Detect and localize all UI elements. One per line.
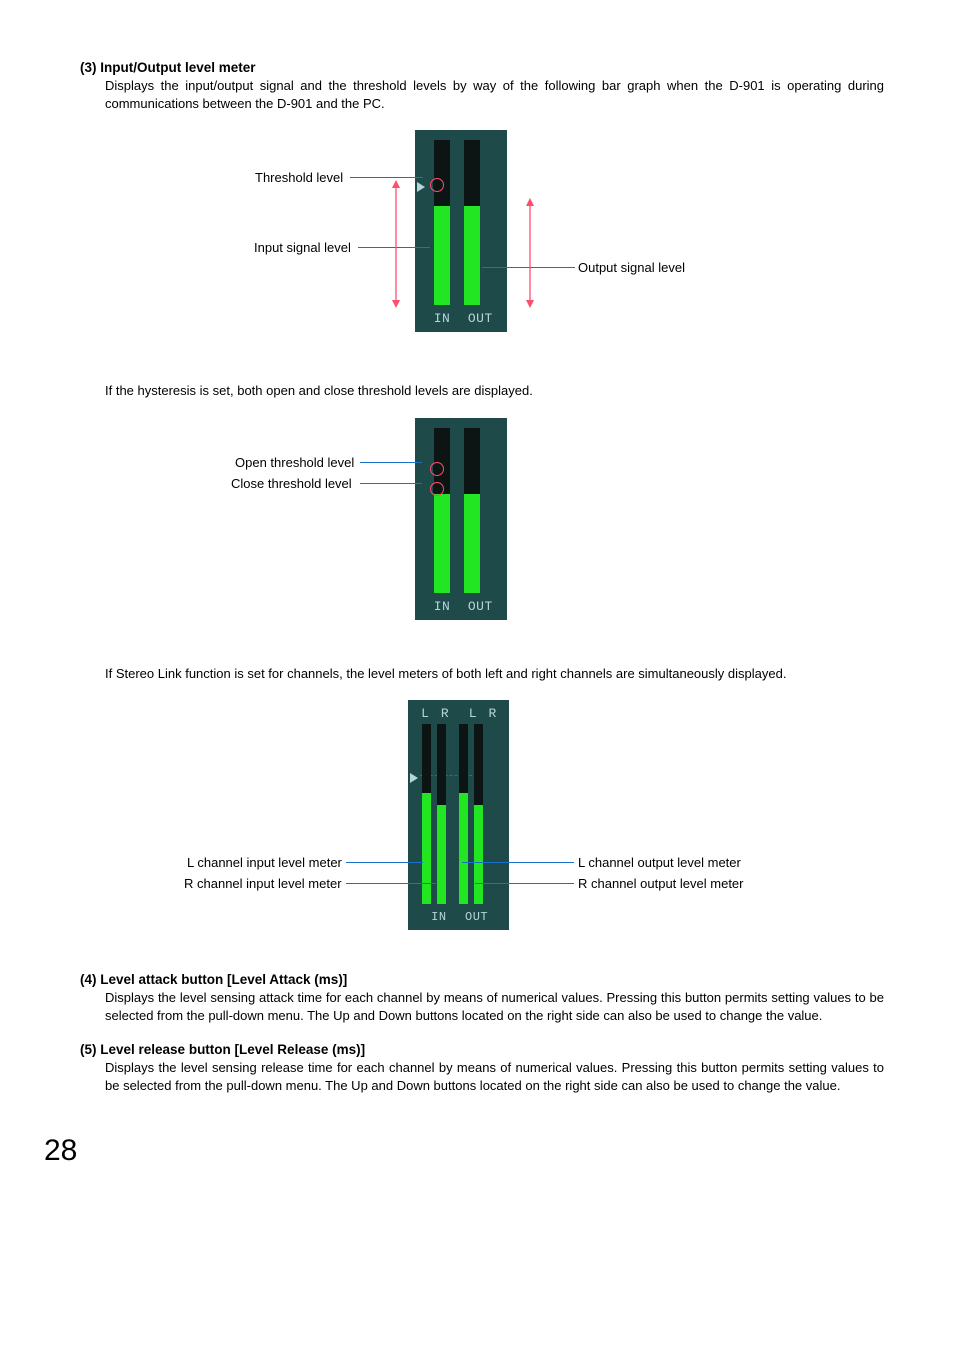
anno-threshold-line: [350, 177, 423, 178]
meter-inL-fill: [422, 793, 431, 905]
meter-panel-1: IN OUT: [415, 130, 507, 332]
threshold-marker-icon: [430, 178, 444, 192]
label-out-1: OUT: [465, 311, 495, 326]
section-4-head: (4) Level attack button [Level Attack (m…: [80, 972, 884, 987]
anno-open: Open threshold level: [235, 455, 354, 470]
section-3-head: (3) Input/Output level meter: [80, 60, 884, 75]
section-3-p2: If the hysteresis is set, both open and …: [105, 382, 884, 400]
figure-2: IN OUT Open threshold level Close thresh…: [80, 418, 884, 643]
section-5-p1: Displays the level sensing release time …: [105, 1059, 884, 1094]
meter-outR: [474, 724, 483, 904]
close-threshold-marker-icon: [430, 482, 444, 496]
anno-open-line: [360, 462, 422, 463]
label-out-3: OUT: [461, 910, 493, 924]
anno-output: Output signal level: [578, 260, 685, 275]
section-3: (3) Input/Output level meter Displays th…: [80, 60, 884, 112]
section-5: (5) Level release button [Level Release …: [80, 1042, 884, 1094]
meter-out-1-fill: [464, 206, 480, 305]
meter-out-1: [464, 140, 480, 305]
meter-in-2: [434, 428, 450, 593]
meter-in-1: [434, 140, 450, 305]
meter-panel-3: L R L R: [408, 700, 509, 930]
meter-out-2-fill: [464, 494, 480, 593]
figure-1: IN OUT Threshold level Input signal leve…: [80, 130, 884, 360]
open-threshold-marker-icon: [430, 462, 444, 476]
anno-rout-line: [475, 883, 574, 884]
anno-rin: R channel input level meter: [184, 876, 342, 891]
meter-outR-fill: [474, 805, 483, 904]
anno-input: Input signal level: [254, 240, 351, 255]
meter-out-2: [464, 428, 480, 593]
meter-in-1-fill: [434, 206, 450, 305]
anno-close: Close threshold level: [231, 476, 352, 491]
meter-outL-fill: [459, 793, 468, 905]
anno-rout: R channel output level meter: [578, 876, 743, 891]
anno-lin: L channel input level meter: [187, 855, 342, 870]
section-3-p1: Displays the input/output signal and the…: [105, 77, 884, 112]
section-5-head: (5) Level release button [Level Release …: [80, 1042, 884, 1057]
section-3-p3: If Stereo Link function is set for chann…: [105, 665, 884, 683]
anno-rin-line: [346, 883, 436, 884]
meter-in-2-fill: [434, 494, 450, 593]
threshold-triangle-3-icon: [410, 771, 418, 786]
label-in-3: IN: [425, 910, 453, 924]
label-out-2: OUT: [465, 599, 495, 614]
anno-lin-line: [346, 862, 423, 863]
lr-header: L R L R: [420, 706, 497, 721]
anno-lout: L channel output level meter: [578, 855, 741, 870]
meter-panel-2: IN OUT: [415, 418, 507, 620]
threshold-triangle-icon: [417, 180, 425, 195]
label-in-1: IN: [427, 311, 457, 326]
anno-close-line: [360, 483, 422, 484]
output-extent-arrow-icon: [524, 198, 536, 308]
label-in-2: IN: [427, 599, 457, 614]
figure-3: L R L R: [80, 700, 884, 950]
meter-inL: [422, 724, 431, 904]
anno-lout-line: [462, 862, 574, 863]
section-4: (4) Level attack button [Level Attack (m…: [80, 972, 884, 1024]
meter-outL: [459, 724, 468, 904]
anno-threshold: Threshold level: [255, 170, 343, 185]
page-number: 28: [44, 1134, 884, 1168]
input-extent-arrow-icon: [390, 180, 402, 308]
meter-inR: [437, 724, 446, 904]
section-4-p1: Displays the level sensing attack time f…: [105, 989, 884, 1024]
meter-inR-fill: [437, 805, 446, 904]
